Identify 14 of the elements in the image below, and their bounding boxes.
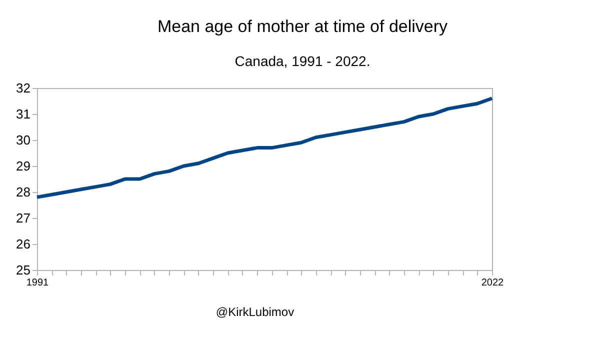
y-tick-label: 32 <box>16 80 30 96</box>
chart-title: Mean age of mother at time of delivery <box>156 17 449 37</box>
x-tick-label: 1991 <box>26 278 50 288</box>
text: @KirkLubimov <box>214 305 296 319</box>
x-tick-label: 2022 <box>481 278 504 288</box>
line-series <box>35 96 494 199</box>
y-tick-label: 27 <box>16 210 30 226</box>
y-tick-label: 28 <box>16 184 30 200</box>
y-tick-label: 30 <box>16 132 30 148</box>
chart-subtitle: Canada, 1991 - 2022. <box>234 53 372 69</box>
y-tick-label: 29 <box>16 158 30 174</box>
y-tick-label: 25 <box>16 262 30 278</box>
y-tick-label: 31 <box>16 106 30 122</box>
y-tick-label: 26 <box>16 236 30 252</box>
